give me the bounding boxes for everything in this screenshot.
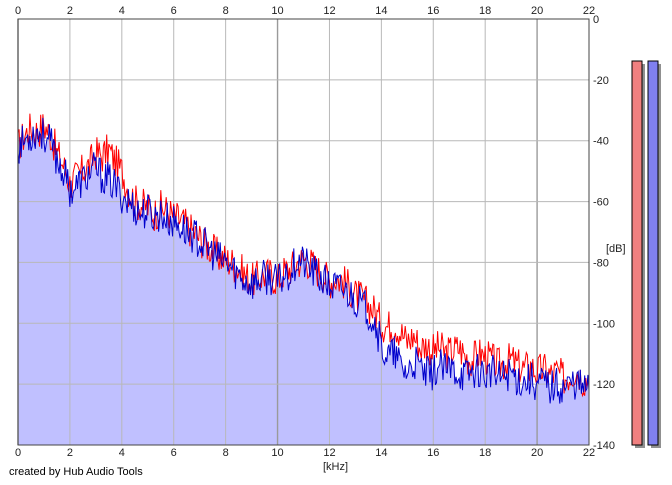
x-tick-label-bottom: 10 <box>271 447 283 459</box>
spectrum-fill-area <box>18 117 589 446</box>
y-tick-label: -20 <box>593 75 609 87</box>
y-tick-label: -80 <box>593 257 609 269</box>
y-axis-label: [dB] <box>606 243 626 255</box>
x-tick-label-top: 16 <box>427 5 439 17</box>
x-axis-label: [kHz] <box>323 461 348 473</box>
meter-right <box>647 60 659 446</box>
plot-border <box>17 18 590 446</box>
x-tick-label-top: 2 <box>67 5 73 17</box>
x-tick-label-bottom: 18 <box>479 447 491 459</box>
x-tick-label-top: 18 <box>479 5 491 17</box>
x-tick-label-bottom: 14 <box>375 447 387 459</box>
x-tick-label-top: 0 <box>15 5 21 17</box>
x-tick-label-top: 22 <box>583 5 595 17</box>
x-tick-label-top: 4 <box>119 5 125 17</box>
x-tick-label-top: 12 <box>323 5 335 17</box>
y-tick-label: -40 <box>593 136 609 148</box>
x-tick-label-top: 10 <box>271 5 283 17</box>
x-tick-labels-bottom: 0 2 4 6 8 10 12 14 16 18 20 22 <box>15 447 595 459</box>
x-tick-label-bottom: 6 <box>171 447 177 459</box>
x-tick-label-top: 8 <box>223 5 229 17</box>
x-tick-label-top: 14 <box>375 5 387 17</box>
x-tick-label-bottom: 20 <box>531 447 543 459</box>
x-tick-label-bottom: 16 <box>427 447 439 459</box>
y-tick-label: -60 <box>593 197 609 209</box>
y-tick-labels: 0 -20 -40 -60 -80 -100 -120 -140 <box>593 14 615 452</box>
x-tick-label-top: 20 <box>531 5 543 17</box>
x-tick-label-bottom: 0 <box>15 447 21 459</box>
y-tick-label: -120 <box>593 379 615 391</box>
x-tick-labels-top: 0 2 4 6 8 10 12 14 16 18 20 22 <box>15 5 595 17</box>
series-blue-line <box>17 117 590 404</box>
meter-left <box>631 60 643 446</box>
y-tick-label: -140 <box>593 440 615 452</box>
x-tick-label-bottom: 12 <box>323 447 335 459</box>
x-tick-label-bottom: 2 <box>67 447 73 459</box>
x-tick-label-bottom: 4 <box>119 447 125 459</box>
x-tick-label-bottom: 8 <box>223 447 229 459</box>
credit-text: created by Hub Audio Tools <box>9 466 143 478</box>
level-meters <box>631 60 661 448</box>
y-tick-label: -100 <box>593 318 615 330</box>
x-tick-label-bottom: 22 <box>583 447 595 459</box>
y-tick-label: 0 <box>593 14 599 26</box>
x-tick-label-top: 6 <box>171 5 177 17</box>
